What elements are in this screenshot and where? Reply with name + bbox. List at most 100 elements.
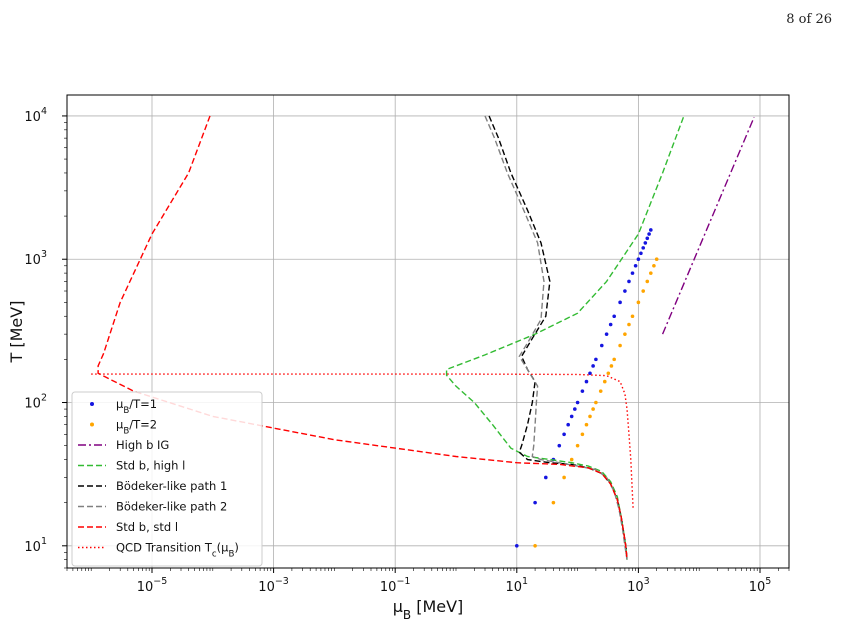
- data-point: [630, 271, 635, 275]
- data-point: [647, 232, 651, 236]
- data-point: [608, 322, 613, 327]
- data-point: [575, 443, 580, 448]
- data-point: [594, 400, 598, 405]
- legend-item: QCD Transition Tc(μB): [78, 541, 239, 560]
- data-point: [551, 500, 556, 505]
- data-point: [562, 475, 566, 480]
- legend-marker: [90, 422, 94, 427]
- data-point: [633, 263, 638, 268]
- legend-label: High b IG: [116, 438, 169, 452]
- data-point: [636, 257, 641, 262]
- data-point: [612, 314, 616, 319]
- data-point: [636, 300, 641, 305]
- page-number: 8 of 26: [786, 12, 832, 27]
- legend-label: Std b, high l: [116, 459, 185, 473]
- legend-label: Bödeker-like path 2: [116, 500, 227, 514]
- data-point: [575, 400, 580, 405]
- plot-frame: [66, 94, 790, 569]
- series-2-line: [661, 116, 755, 335]
- data-point: [580, 432, 585, 437]
- data-point: [591, 364, 595, 368]
- y-axis-title: T [MeV]: [7, 301, 26, 364]
- legend-marker: [90, 402, 94, 406]
- data-point: [641, 246, 646, 250]
- y-tick-label: 103: [24, 249, 47, 268]
- axis-titles: μB [MeV] T [MeV]: [7, 301, 463, 622]
- data-point: [580, 389, 585, 393]
- data-point: [627, 279, 631, 284]
- data-point: [533, 500, 537, 505]
- x-tick-label: 10−1: [380, 576, 411, 595]
- data-point: [591, 407, 595, 411]
- data-point: [514, 544, 519, 548]
- x-axis-title: μB [MeV]: [393, 597, 464, 622]
- legend-item: Bödeker-like path 1: [78, 479, 227, 493]
- data-point: [602, 379, 607, 384]
- data-point: [606, 371, 611, 376]
- series-4-line: [488, 115, 628, 560]
- x-tick-label: 105: [749, 576, 772, 595]
- y-tick-label: 101: [24, 536, 47, 555]
- data-point: [557, 443, 562, 448]
- legend-box: [71, 391, 263, 567]
- data-point: [604, 332, 609, 336]
- series-3-line: [445, 116, 685, 560]
- series-0-points: [514, 228, 653, 548]
- y-tick-label: 104: [24, 106, 47, 125]
- data-point: [630, 314, 635, 319]
- data-point: [533, 544, 537, 548]
- data-point: [594, 357, 598, 362]
- legend-label: QCD Transition Tc(μB): [116, 541, 239, 560]
- x-tick-label: 10−5: [137, 576, 168, 595]
- data-point: [599, 343, 604, 348]
- x-tick-label: 10−3: [258, 576, 289, 595]
- x-tick-label: 101: [505, 576, 528, 595]
- data-point: [569, 457, 574, 462]
- x-tick-label: 103: [627, 576, 650, 595]
- data-point: [588, 414, 592, 419]
- y-tick-label: 102: [24, 393, 47, 412]
- data-point: [639, 251, 643, 256]
- legend-item: Bödeker-like path 2: [78, 500, 227, 514]
- legend-label: μB/T=2: [116, 418, 157, 437]
- data-point: [562, 432, 566, 437]
- data-point: [588, 371, 592, 376]
- data-point: [627, 322, 631, 327]
- legend-item: Std b, std l: [78, 520, 178, 534]
- data-point: [618, 343, 622, 348]
- data-point: [649, 271, 653, 275]
- data-point: [573, 407, 577, 411]
- data-point: [643, 241, 648, 245]
- legend-item: μB/T=2: [90, 418, 157, 437]
- data-point: [584, 379, 589, 384]
- legend-item: High b IG: [78, 438, 169, 452]
- data-point: [566, 422, 570, 427]
- legend-label: Std b, std l: [116, 520, 178, 534]
- data-point: [598, 389, 603, 393]
- data-point: [645, 279, 650, 284]
- legend-item: Std b, high l: [78, 459, 185, 473]
- data-point: [654, 257, 659, 262]
- data-point: [649, 228, 653, 232]
- data-point: [612, 357, 616, 362]
- data-point: [652, 263, 656, 268]
- data-point: [645, 236, 650, 241]
- ticks-layer: 10−5 10−3 10−1 101 103 105 101 102 103 104: [24, 106, 790, 595]
- series-layer: [91, 115, 755, 560]
- data-point: [641, 289, 646, 293]
- legend-item: μB/T=1: [90, 397, 157, 416]
- series-6-line: [97, 115, 628, 560]
- data-point: [618, 300, 622, 305]
- data-point: [584, 422, 589, 427]
- data-point: [609, 364, 614, 368]
- data-point: [544, 475, 548, 480]
- data-point: [569, 414, 574, 419]
- legend-label: Bödeker-like path 1: [116, 479, 227, 493]
- series-1-points: [533, 257, 659, 548]
- legend-label: μB/T=1: [116, 397, 157, 416]
- data-point: [623, 289, 627, 293]
- series-5-line: [484, 115, 628, 560]
- data-point: [623, 332, 627, 336]
